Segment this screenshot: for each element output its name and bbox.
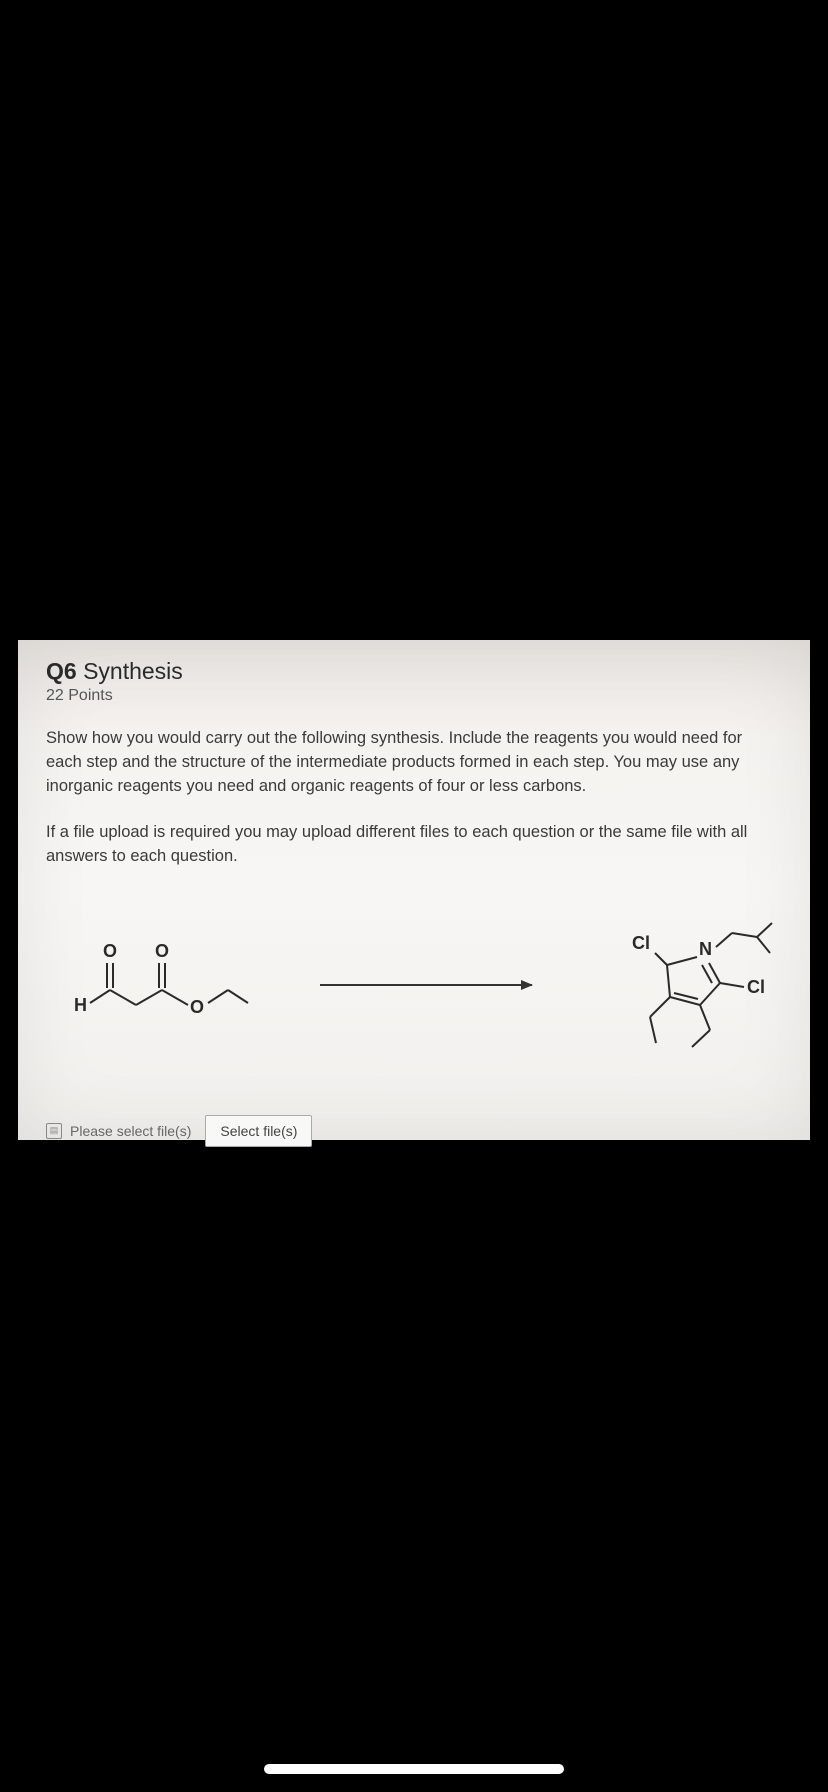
question-panel: Q6 Synthesis 22 Points Show how you woul…	[18, 640, 810, 1140]
svg-text:H: H	[74, 995, 87, 1015]
question-title: Q6 Synthesis	[46, 658, 782, 685]
question-paragraph-1: Show how you would carry out the followi…	[46, 727, 782, 799]
svg-text:Cl: Cl	[632, 933, 650, 953]
upload-label-text: Please select file(s)	[70, 1123, 191, 1139]
select-files-button[interactable]: Select file(s)	[205, 1115, 312, 1147]
starting-material-structure: H O O O	[70, 935, 250, 1035]
svg-text:O: O	[190, 997, 204, 1017]
home-indicator[interactable]	[264, 1764, 564, 1774]
svg-text:O: O	[155, 941, 169, 961]
svg-text:N: N	[699, 939, 712, 959]
question-paragraph-2: If a file upload is required you may upl…	[46, 821, 782, 869]
file-icon: ▤	[46, 1123, 62, 1139]
reaction-diagram: H O O O	[46, 905, 782, 1065]
question-subject: Synthesis	[83, 658, 183, 684]
svg-text:O: O	[103, 941, 117, 961]
svg-text:Cl: Cl	[747, 977, 765, 997]
reaction-arrow	[320, 984, 532, 986]
question-number: Q6	[46, 658, 77, 684]
file-upload-row: ▤ Please select file(s) Select file(s)	[46, 1115, 782, 1147]
file-upload-label: ▤ Please select file(s)	[46, 1123, 191, 1139]
question-points: 22 Points	[46, 687, 782, 705]
product-structure: Cl N Cl	[602, 905, 782, 1065]
